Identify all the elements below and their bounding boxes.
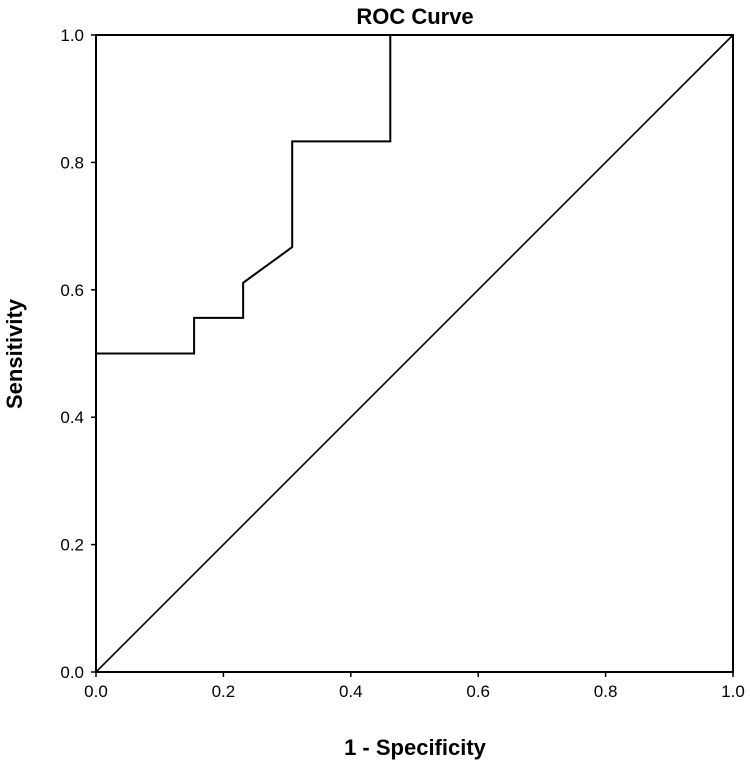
- roc-curve-line: [95, 34, 733, 672]
- y-tick-label: 0.0: [60, 663, 84, 682]
- y-tick-label: 0.6: [60, 281, 84, 300]
- x-tick-label: 0.4: [339, 682, 363, 701]
- x-tick-label: 0.6: [466, 682, 490, 701]
- y-tick-label: 0.2: [60, 536, 84, 555]
- y-axis-label: Sensitivity: [2, 298, 27, 409]
- x-tick-label: 0.0: [84, 682, 108, 701]
- axis-ticks: 0.0 0.2 0.4 0.6 0.8 1.0 0.0 0.2 0.4 0.6 0.8 1.0: [60, 26, 744, 701]
- x-axis-label: 1 - Specificity: [344, 735, 487, 760]
- x-tick-label: 0.2: [212, 682, 236, 701]
- y-tick-label: 1.0: [60, 26, 84, 45]
- reference-diagonal-line: [95, 34, 734, 673]
- y-tick-label: 0.8: [60, 153, 84, 172]
- x-tick-label: 1.0: [721, 682, 745, 701]
- y-tick-label: 0.4: [60, 408, 84, 427]
- x-tick-label: 0.8: [594, 682, 618, 701]
- chart-title: ROC Curve: [356, 4, 473, 29]
- series-layer: [95, 34, 734, 673]
